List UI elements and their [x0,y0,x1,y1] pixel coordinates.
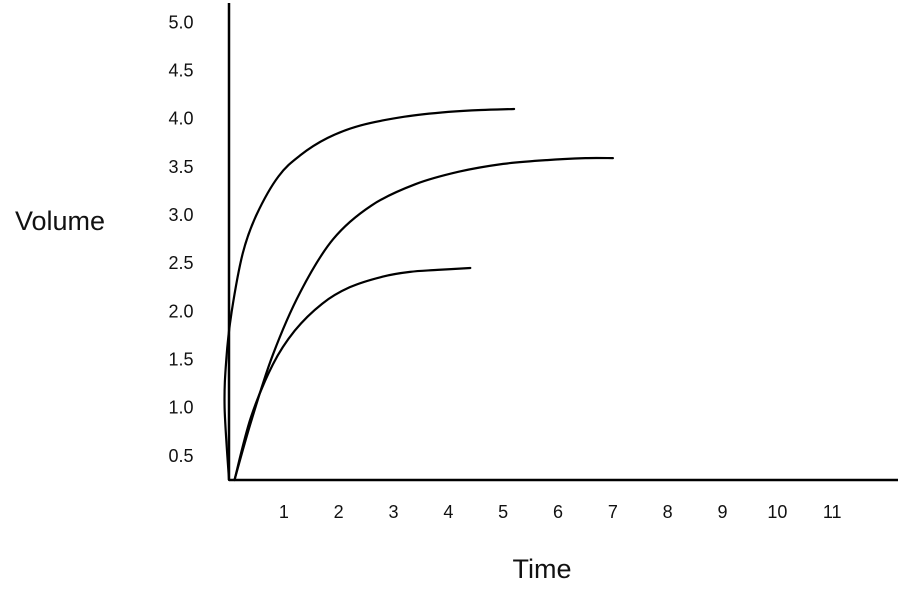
x-tick-label: 7 [608,502,618,522]
series-line-1 [223,107,516,482]
x-tick-labels: 1 2 3 4 5 6 7 8 9 10 11 [279,502,842,522]
y-tick-label: 1.0 [168,398,193,418]
y-tick-label: 3.5 [168,157,193,177]
series-line-3 [233,266,472,482]
y-tick-label: 1.5 [168,350,193,370]
series-line-2 [233,156,614,482]
x-tick-label: 6 [553,502,563,522]
x-tick-label: 9 [718,502,728,522]
x-tick-label: 10 [767,502,787,522]
x-tick-label: 4 [443,502,453,522]
x-tick-label: 3 [389,502,399,522]
x-axis-title: Time [513,554,572,584]
x-tick-label: 8 [663,502,673,522]
x-tick-label: 2 [334,502,344,522]
x-tick-label: 5 [498,502,508,522]
y-tick-label: 2.0 [168,301,193,321]
x-tick-label: 1 [279,502,289,522]
y-tick-label: 3.0 [168,205,193,225]
y-tick-label: 4.5 [168,60,193,80]
y-tick-label: 2.5 [168,253,193,273]
series-lines [223,107,614,482]
y-tick-labels: 0.5 1.0 1.5 2.0 2.5 3.0 3.5 4.0 4.5 5.0 [168,12,193,466]
y-tick-label: 5.0 [168,12,193,32]
x-tick-label: 11 [823,502,842,522]
y-tick-label: 0.5 [168,446,193,466]
y-tick-label: 4.0 [168,109,193,129]
y-axis-title: Volume [15,206,105,236]
